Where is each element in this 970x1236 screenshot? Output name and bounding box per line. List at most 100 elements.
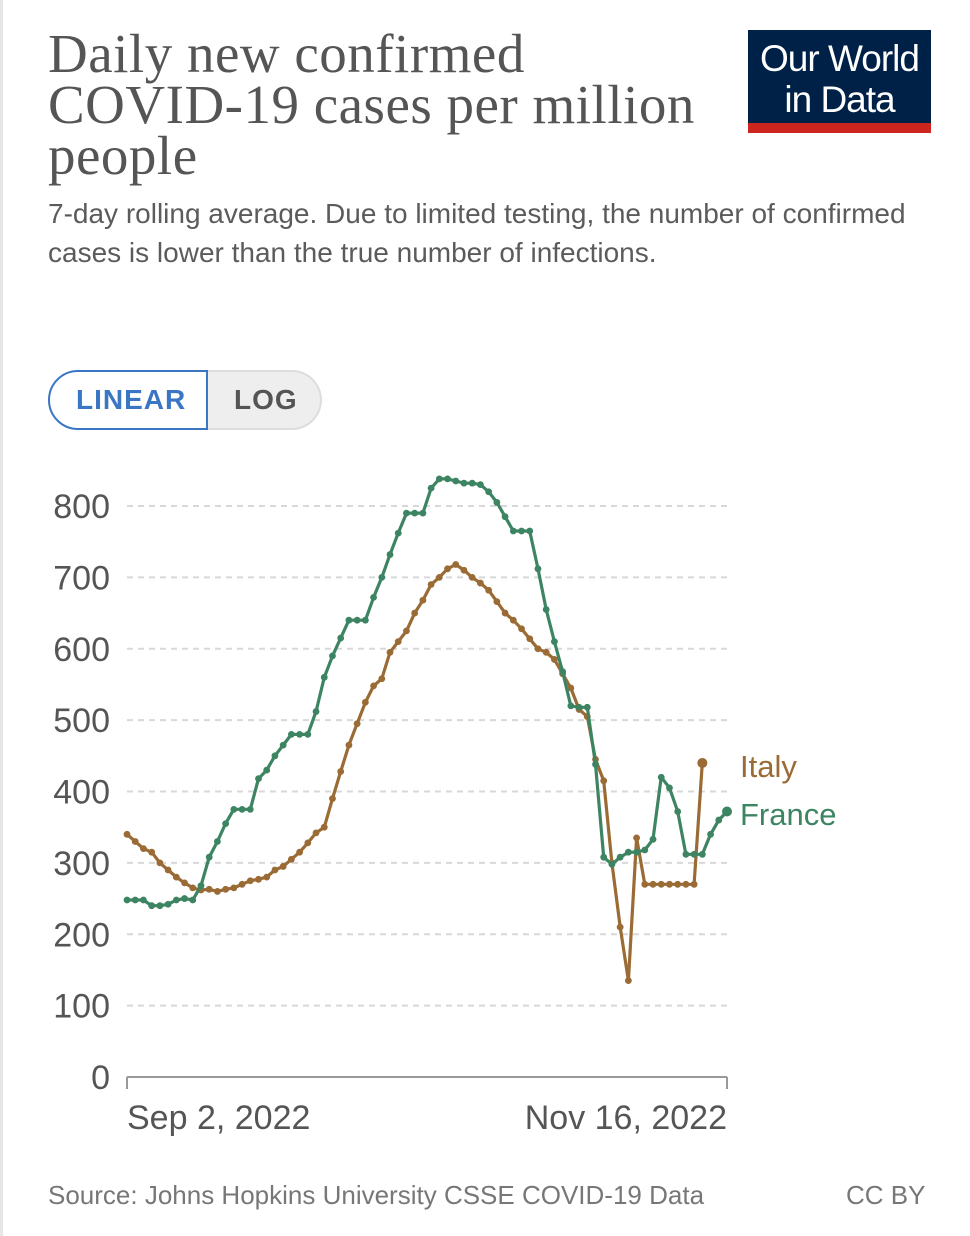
france-data-point — [641, 846, 649, 854]
y-axis-tick-labels: 0 100 200 300 400 500 600 700 800 — [53, 488, 110, 1097]
italy-data-point — [697, 757, 708, 768]
y-tick-label: 500 — [53, 702, 110, 740]
owid-logo[interactable]: Our World in Data — [748, 30, 931, 133]
france-data-point — [329, 652, 336, 660]
france-data-point — [337, 634, 345, 642]
italy-data-point — [452, 561, 460, 568]
source-note[interactable]: Source: Johns Hopkins University CSSE CO… — [48, 1180, 705, 1210]
france-data-point — [353, 616, 361, 624]
france-data-point — [460, 479, 468, 487]
y-tick-label: 0 — [91, 1059, 110, 1097]
france-data-point — [624, 848, 632, 856]
italy-data-point — [296, 848, 304, 856]
italy-data-point — [633, 834, 640, 842]
france-data-point — [567, 702, 575, 710]
italy-data-point — [419, 596, 427, 604]
italy-data-point — [386, 648, 394, 656]
france-data-point — [172, 896, 180, 904]
france-data-point — [674, 808, 682, 815]
italy-data-point — [666, 880, 673, 888]
license-link[interactable]: CC BY — [846, 1180, 926, 1210]
france-data-point — [296, 731, 304, 738]
gridlines — [127, 505, 727, 1007]
y-tick-label: 400 — [53, 774, 110, 812]
france-data-point — [452, 477, 460, 485]
italy-data-point — [279, 863, 287, 870]
france-data-point — [600, 853, 608, 861]
france-series-label[interactable]: France — [740, 797, 836, 832]
france-data-point — [370, 593, 377, 601]
france-data-point — [279, 741, 287, 749]
log-scale-button[interactable]: LOG — [208, 370, 322, 430]
france-data-point — [427, 484, 435, 492]
italy-data-point — [222, 885, 230, 893]
france-data-point — [304, 731, 312, 738]
france-data-point — [403, 509, 410, 517]
italy-data-point — [485, 586, 493, 594]
france-data-point — [608, 860, 616, 868]
france-data-point — [181, 895, 188, 902]
scale-toggle: LINEAR LOG — [48, 370, 322, 430]
italy-data-point — [230, 884, 238, 892]
logo-line-1: Our World — [760, 38, 920, 79]
france-data-point — [698, 850, 706, 858]
france-data-point — [550, 638, 558, 646]
france-data-point — [287, 731, 295, 738]
italy-data-point — [353, 720, 361, 728]
france-data-point — [156, 902, 164, 910]
france-data-point — [501, 513, 509, 521]
france-data-point — [542, 606, 550, 613]
france-data-point — [205, 853, 213, 861]
france-data-point — [518, 527, 525, 535]
italy-series-label[interactable]: Italy — [740, 749, 797, 784]
france-data-point — [140, 896, 147, 904]
italy-data-point — [246, 877, 254, 885]
france-data-point — [263, 766, 271, 774]
italy-data-point — [526, 635, 534, 643]
italy-data-point — [337, 768, 345, 775]
chart-subtitle: 7-day rolling average. Due to limited te… — [48, 198, 906, 268]
france-data-point — [666, 784, 673, 792]
france-data-point — [419, 509, 427, 517]
france-data-point — [238, 805, 246, 813]
italy-data-point — [501, 609, 509, 617]
page-left-rule — [0, 0, 3, 1236]
italy-data-point — [189, 884, 197, 892]
italy-data-point — [238, 880, 246, 888]
france-data-point — [559, 668, 567, 675]
italy-data-point — [148, 848, 156, 856]
italy-data-point — [312, 829, 320, 837]
y-tick-label: 300 — [53, 845, 110, 883]
france-data-point — [394, 529, 402, 537]
france-data-point — [657, 773, 665, 781]
linear-scale-button[interactable]: LINEAR — [48, 370, 208, 430]
italy-data-point — [435, 573, 443, 581]
italy-data-point — [181, 879, 188, 887]
italy-data-point — [641, 880, 649, 888]
france-data-point — [378, 573, 386, 581]
italy-data-point — [674, 880, 682, 888]
france-data-point — [312, 708, 320, 715]
line-chart: 0 100 200 300 400 500 600 700 800 Sep 2, 2022 Nov… — [53, 475, 836, 1137]
france-data-point — [690, 850, 698, 858]
italy-data-point — [657, 880, 665, 888]
italy-data-point — [690, 880, 698, 888]
france-data-point — [592, 760, 599, 768]
italy-data-point — [509, 616, 517, 624]
line-end-labels: Italy France — [740, 749, 836, 832]
france-data-point — [468, 479, 476, 487]
france-data-point — [534, 565, 542, 573]
italy-data-point — [550, 656, 558, 663]
x-tick-label-start: Sep 2, 2022 — [127, 1099, 310, 1137]
x-axis: Sep 2, 2022 Nov 16, 2022 — [126, 1076, 728, 1137]
france-data-point — [509, 527, 517, 535]
italy-data-point — [140, 845, 147, 852]
france-data-point — [722, 806, 732, 817]
france-data-point — [271, 752, 279, 760]
y-tick-label: 700 — [53, 559, 110, 597]
italy-data-point — [263, 873, 271, 881]
italy-data-point — [649, 880, 657, 888]
italy-data-point — [287, 855, 295, 863]
france-data-point — [477, 481, 484, 488]
italy-data-point — [600, 777, 608, 785]
